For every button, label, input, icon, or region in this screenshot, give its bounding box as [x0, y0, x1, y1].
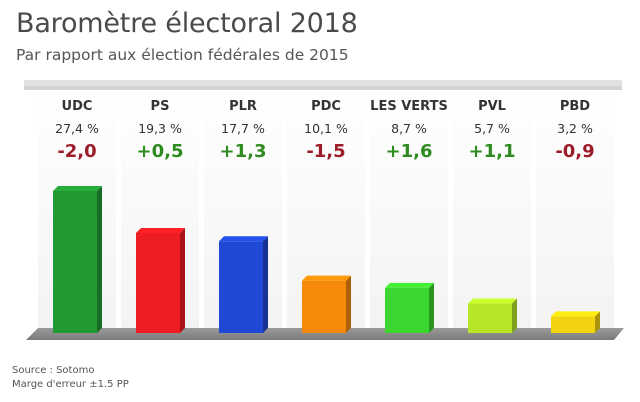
bar-pbd: [551, 311, 600, 333]
column-panel-pvl: [453, 90, 531, 330]
value-label-ps: 19,3 %: [138, 121, 182, 136]
chart-top-shade-inner: [24, 86, 622, 90]
change-label-ps: +0,5: [137, 141, 184, 162]
change-label-pdc: -1,5: [306, 141, 345, 162]
category-label-pbd: PBD: [560, 99, 590, 114]
category-label-pdc: PDC: [311, 99, 341, 114]
chart-top-shade: [24, 80, 622, 90]
change-label-pvl: +1,1: [469, 141, 516, 162]
source-note: Source : Sotomo Marge d'erreur ±1.5 PP: [12, 364, 129, 392]
chart-title: Baromètre électoral 2018: [16, 8, 358, 39]
bar-ps: [136, 227, 185, 333]
change-label-plr: +1,3: [220, 141, 267, 162]
bar-udc: [53, 186, 102, 333]
category-label-plr: PLR: [229, 99, 257, 114]
bar-plr: [219, 236, 268, 333]
change-label-udc: -2,0: [57, 141, 96, 162]
change-label-les-verts: +1,6: [386, 141, 433, 162]
category-label-ps: PS: [151, 99, 170, 114]
change-label-pbd: -0,9: [555, 141, 594, 162]
bar-pvl: [468, 298, 517, 333]
value-label-pbd: 3,2 %: [557, 121, 593, 136]
category-label-udc: UDC: [62, 99, 93, 114]
category-label-pvl: PVL: [478, 99, 506, 114]
column-panel-pbd: [536, 90, 614, 330]
source-label: Source : Sotomo: [12, 365, 95, 376]
value-label-pvl: 5,7 %: [474, 121, 510, 136]
chart-subtitle: Par rapport aux élection fédérales de 20…: [16, 46, 349, 64]
value-label-udc: 27,4 %: [55, 121, 99, 136]
value-label-les-verts: 8,7 %: [391, 121, 427, 136]
error-margin-label: Marge d'erreur ±1.5 PP: [12, 379, 129, 390]
value-label-pdc: 10,1 %: [304, 121, 348, 136]
category-label-les-verts: LES VERTS: [370, 99, 448, 114]
bar-pdc: [302, 275, 351, 333]
value-label-plr: 17,7 %: [221, 121, 265, 136]
bar-les-verts: [385, 282, 434, 333]
